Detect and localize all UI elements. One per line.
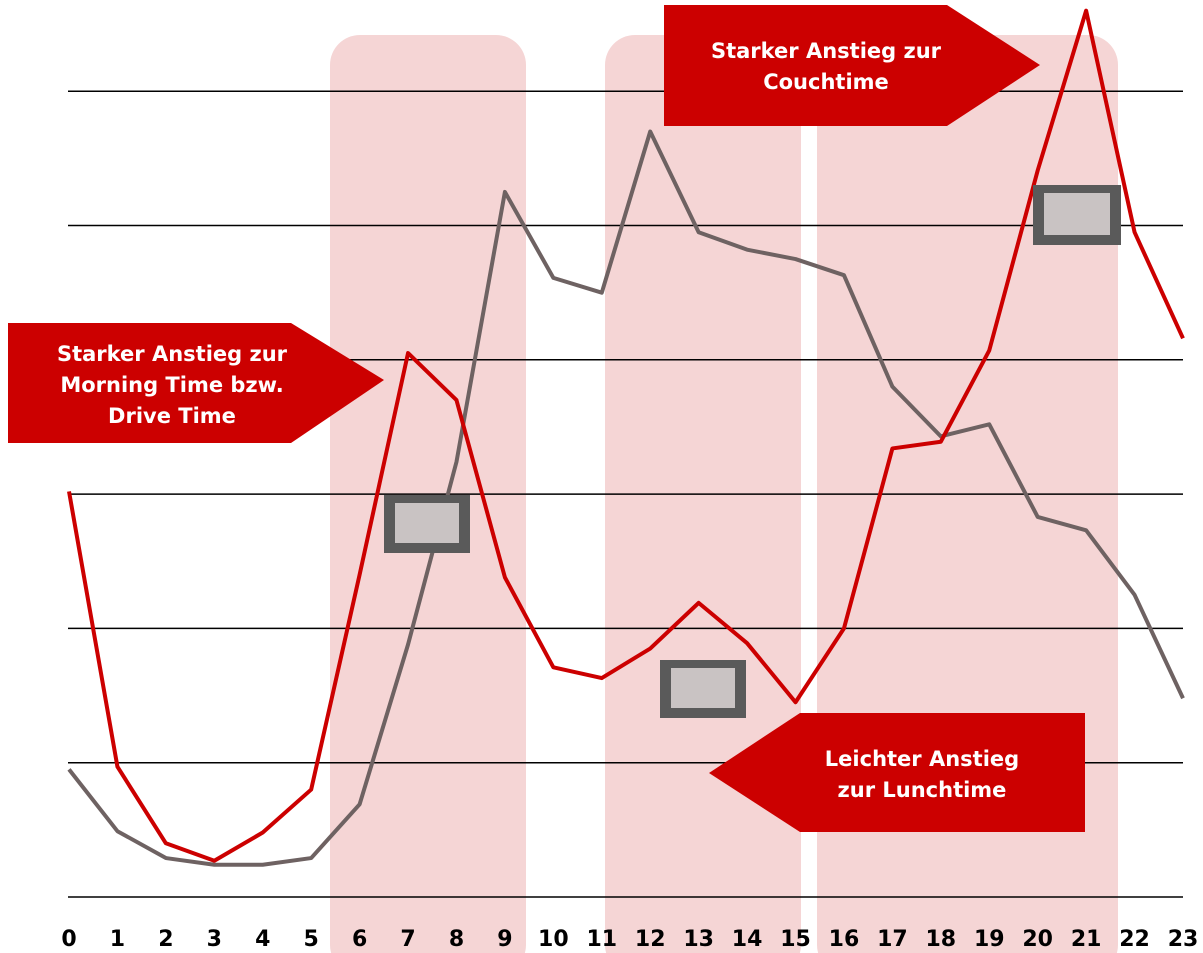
series-line (67, 129, 1185, 867)
annotation: Drive Time (108, 404, 236, 428)
x-tick-label: 15 (780, 927, 811, 952)
x-tick-label: 11 (586, 927, 617, 952)
x-tick-label: 14 (732, 927, 763, 952)
tablet-icons (384, 185, 1121, 718)
annotation: Morning Time bzw. (60, 373, 283, 397)
annotations: Starker Anstieg zur Morning Time bzw. Driv… (57, 39, 1019, 802)
tablet-screen (395, 503, 459, 543)
x-tick-label: 12 (635, 927, 666, 952)
x-tick-label: 22 (1119, 927, 1150, 952)
x-tick-label: 20 (1022, 927, 1053, 952)
x-tick-label: 5 (304, 927, 319, 952)
x-tick-label: 23 (1168, 927, 1199, 952)
x-tick-label: 17 (877, 927, 908, 952)
annotation: zur Lunchtime (838, 778, 1007, 802)
x-tick-label: 13 (683, 927, 714, 952)
tablet-screen (671, 668, 735, 708)
x-tick-label: 0 (61, 927, 76, 952)
x-tick-label: 9 (497, 927, 512, 952)
x-axis: 0 1 2 3 4 5 6 7 8 9 10 11 12 13 14 15 16 17 18 19 20 21 22 23 (61, 927, 1198, 952)
x-tick-label: 10 (538, 927, 569, 952)
x-tick-label: 2 (158, 927, 173, 952)
callout-arrow (709, 713, 1085, 832)
series-line (67, 8, 1185, 863)
x-tick-label: 6 (352, 927, 367, 952)
annotation: Couchtime (763, 70, 889, 94)
lines (67, 8, 1185, 867)
annotation: Starker Anstieg zur (57, 342, 288, 366)
tablet-screen (1044, 193, 1110, 235)
x-tick-label: 21 (1071, 927, 1102, 952)
callout-arrow (664, 5, 1040, 126)
annotation: Leichter Anstieg (825, 747, 1019, 771)
callout-arrow (8, 323, 384, 443)
x-tick-label: 18 (926, 927, 957, 952)
x-tick-label: 19 (974, 927, 1005, 952)
x-tick-label: 8 (449, 927, 464, 952)
x-tick-label: 7 (400, 927, 415, 952)
x-tick-label: 4 (255, 927, 270, 952)
x-tick-label: 16 (829, 927, 860, 952)
annotation: Starker Anstieg zur (711, 39, 942, 63)
x-tick-label: 1 (110, 927, 125, 952)
x-tick-label: 3 (207, 927, 222, 952)
